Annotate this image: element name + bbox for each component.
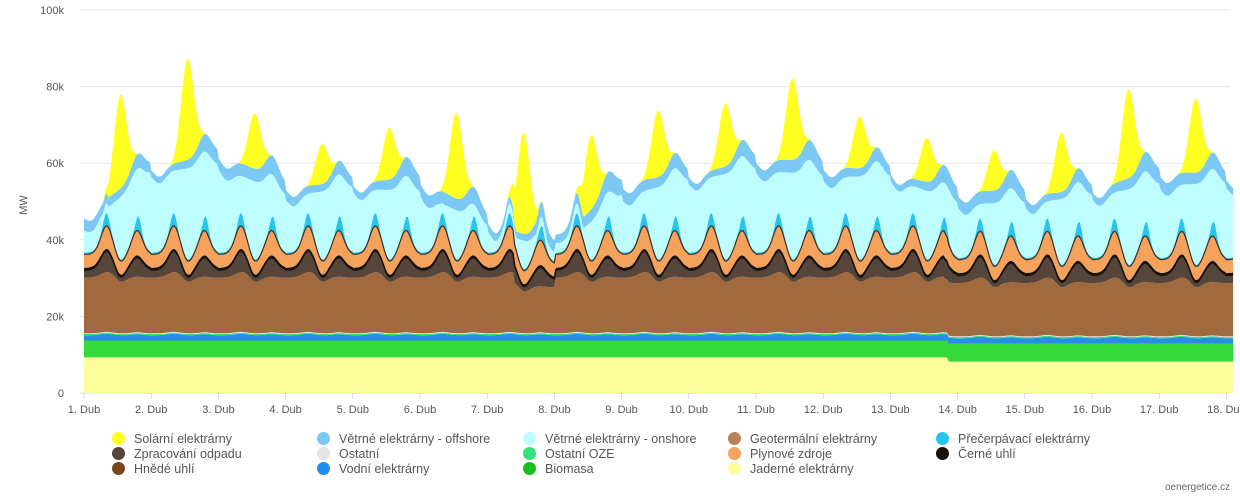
legend-marker-icon (523, 462, 536, 475)
chart-legend: Solární elektrárny Větrné elektrárny - of… (112, 431, 1142, 476)
area-series (84, 58, 1234, 393)
legend-label: Biomasa (545, 461, 594, 476)
area-ostatni-oze (84, 332, 1234, 339)
legend-marker-icon (728, 447, 741, 460)
x-tick-label: 6. Dub (404, 404, 436, 416)
legend-label: Vodní elektrárny (339, 461, 430, 476)
legend-item-precerpavaci-elektrarny[interactable]: Přečerpávací elektrárny (936, 431, 1136, 446)
legend-label: Větrné elektrárny - offshore (339, 431, 491, 446)
legend-item-ostatni[interactable]: Ostatní (317, 446, 523, 461)
legend-marker-icon (936, 432, 949, 445)
source-credit: oenergetice.cz (1164, 482, 1230, 493)
y-axis-ticks: 0 20k 40k 60k 80k 100k (40, 5, 64, 400)
x-tick-label: 5. Dub (337, 404, 369, 416)
area-biomasa (84, 340, 1234, 362)
y-tick-label: 20k (46, 311, 64, 323)
legend-item-jaderne-elektrarny[interactable]: Jaderné elektrárny (728, 461, 936, 476)
area-vetrne-elektrarny-offshore (84, 133, 1234, 252)
x-tick-label: 1. Dub (68, 404, 100, 416)
legend-marker-icon (112, 462, 125, 475)
legend-item-geotermalni-elektrarny[interactable]: Geotermální elektrárny (728, 431, 936, 446)
x-tick-label: 10. Dub (670, 404, 709, 416)
legend-label: Větrné elektrárny - onshore (545, 431, 697, 446)
legend-marker-icon (112, 447, 125, 460)
x-tick-label: 9. Dub (605, 404, 637, 416)
legend-label: Geotermální elektrárny (750, 431, 878, 446)
outline-plynove-zdroje (84, 225, 1234, 272)
legend-item-zpracovani-odpadu[interactable]: Zpracování odpadu (112, 446, 317, 461)
x-axis-ticks: 1. Dub 2. Dub 3. Dub 4. Dub 5. Dub 6. Dub 7. D… (68, 393, 1240, 416)
legend-label: Přečerpávací elektrárny (958, 431, 1091, 446)
outline-zpracovani-odpadu (84, 250, 1234, 288)
stacked-area-chart: 0 20k 40k 60k 80k 100k 1. Dub 2. Dub 3. Dub 4. D… (18, 5, 1240, 416)
legend-marker-icon (728, 432, 741, 445)
legend-label: Jaderné elektrárny (750, 461, 854, 476)
area-vodni-elektrarny (84, 333, 1234, 344)
x-tick-label: 17. Dub (1140, 404, 1179, 416)
legend-item-solarni-elektrarny[interactable]: Solární elektrárny (112, 431, 317, 446)
x-tick-label: 16. Dub (1073, 404, 1112, 416)
legend-label: Zpracování odpadu (134, 446, 242, 461)
legend-marker-icon (317, 447, 330, 460)
x-tick-label: 12. Dub (804, 404, 843, 416)
x-tick-label: 4. Dub (269, 404, 301, 416)
legend-marker-icon (317, 462, 330, 475)
area-solarni-elektrarny (84, 58, 1234, 241)
legend-item-hnede-uhli[interactable]: Hnědé uhlí (112, 461, 317, 476)
x-tick-label: 18. Dub (1207, 404, 1240, 416)
y-axis-title: MW (18, 195, 30, 215)
legend-item-ostatni-oze[interactable]: Ostatní OZE (523, 446, 728, 461)
legend-item-vetrne-elektrarny-onshore[interactable]: Větrné elektrárny - onshore (523, 431, 728, 446)
y-tick-label: 60k (46, 158, 64, 170)
legend-marker-icon (523, 447, 536, 460)
legend-item-vodni-elektrarny[interactable]: Vodní elektrárny (317, 461, 523, 476)
legend-marker-icon (317, 432, 330, 445)
legend-marker-icon (112, 432, 125, 445)
x-tick-label: 11. Dub (737, 404, 775, 416)
x-tick-label: 8. Dub (538, 404, 570, 416)
legend-label: Plynové zdroje (750, 446, 832, 461)
legend-item-plynove-zdroje[interactable]: Plynové zdroje (728, 446, 936, 461)
x-tick-label: 14. Dub (938, 404, 977, 416)
legend-marker-icon (728, 462, 741, 475)
legend-item-cerne-uhli[interactable]: Černé uhlí (936, 446, 1136, 461)
legend-label: Hnědé uhlí (134, 461, 195, 476)
legend-item-biomasa[interactable]: Biomasa (523, 461, 728, 476)
x-tick-label: 3. Dub (202, 404, 234, 416)
area-hnede-uhli (84, 272, 1234, 337)
legend-label: Solární elektrárny (134, 431, 232, 446)
x-tick-label: 7. Dub (471, 404, 503, 416)
y-tick-label: 40k (46, 235, 64, 247)
x-tick-label: 15. Dub (1006, 404, 1045, 416)
x-tick-label: 2. Dub (135, 404, 167, 416)
y-tick-label: 0 (58, 388, 64, 400)
legend-label: Černé uhlí (958, 446, 1016, 461)
legend-marker-icon (523, 432, 536, 445)
area-plynove-zdroje (84, 225, 1234, 285)
area-precerpavaci-elektrarny (84, 212, 1234, 271)
y-tick-label: 80k (46, 82, 64, 94)
area-vetrne-elektrarny-onshore (84, 151, 1234, 269)
y-tick-label: 100k (40, 5, 64, 17)
area-jaderne-elektrarny (84, 357, 1234, 393)
legend-label: Ostatní (339, 446, 380, 461)
legend-marker-icon (936, 447, 949, 460)
legend-item-vetrne-elektrarny-offshore[interactable]: Větrné elektrárny - offshore (317, 431, 523, 446)
x-tick-label: 13. Dub (871, 404, 910, 416)
legend-label: Ostatní OZE (545, 446, 615, 461)
